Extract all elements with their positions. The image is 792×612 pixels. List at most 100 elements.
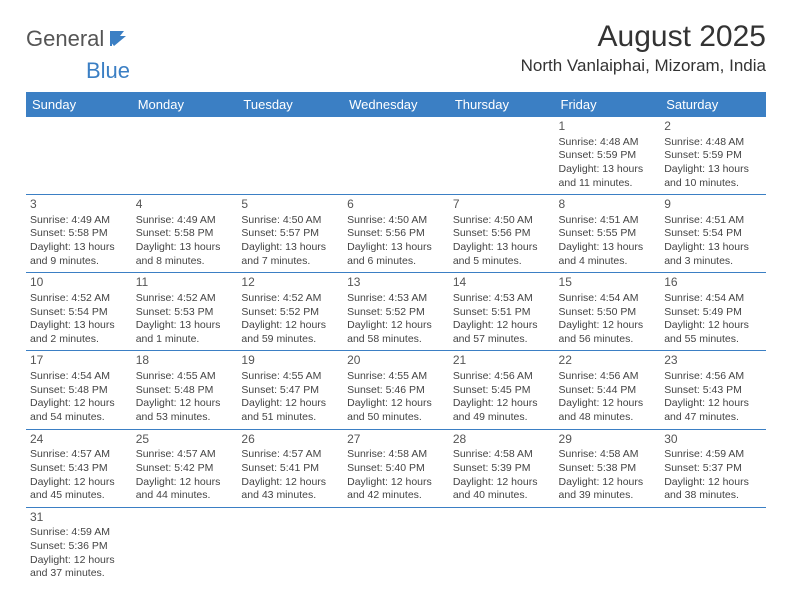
day-number: 17 <box>30 353 128 369</box>
sunrise-text: Sunrise: 4:49 AM <box>30 214 128 228</box>
sunset-text: Sunset: 5:48 PM <box>136 384 234 398</box>
sunset-text: Sunset: 5:41 PM <box>241 462 339 476</box>
calendar-cell: 20Sunrise: 4:55 AMSunset: 5:46 PMDayligh… <box>343 351 449 429</box>
calendar-cell: 17Sunrise: 4:54 AMSunset: 5:48 PMDayligh… <box>26 351 132 429</box>
calendar-cell: 12Sunrise: 4:52 AMSunset: 5:52 PMDayligh… <box>237 273 343 351</box>
sunset-text: Sunset: 5:56 PM <box>347 227 445 241</box>
calendar-cell <box>449 117 555 195</box>
daylight-text: Daylight: 12 hours and 58 minutes. <box>347 319 445 346</box>
daylight-text: Daylight: 12 hours and 38 minutes. <box>664 476 762 503</box>
sunrise-text: Sunrise: 4:53 AM <box>453 292 551 306</box>
day-number: 16 <box>664 275 762 291</box>
daylight-text: Daylight: 13 hours and 11 minutes. <box>559 163 657 190</box>
calendar-cell <box>449 507 555 585</box>
calendar-head: Sunday Monday Tuesday Wednesday Thursday… <box>26 92 766 117</box>
daylight-text: Daylight: 13 hours and 10 minutes. <box>664 163 762 190</box>
calendar-cell: 30Sunrise: 4:59 AMSunset: 5:37 PMDayligh… <box>660 429 766 507</box>
sunrise-text: Sunrise: 4:59 AM <box>30 526 128 540</box>
calendar-cell: 10Sunrise: 4:52 AMSunset: 5:54 PMDayligh… <box>26 273 132 351</box>
daylight-text: Daylight: 13 hours and 1 minute. <box>136 319 234 346</box>
sunset-text: Sunset: 5:36 PM <box>30 540 128 554</box>
sunset-text: Sunset: 5:59 PM <box>664 149 762 163</box>
daylight-text: Daylight: 13 hours and 4 minutes. <box>559 241 657 268</box>
calendar-table: Sunday Monday Tuesday Wednesday Thursday… <box>26 92 766 585</box>
sunset-text: Sunset: 5:51 PM <box>453 306 551 320</box>
calendar-cell: 7Sunrise: 4:50 AMSunset: 5:56 PMDaylight… <box>449 195 555 273</box>
sunrise-text: Sunrise: 4:57 AM <box>30 448 128 462</box>
day-number: 12 <box>241 275 339 291</box>
sunrise-text: Sunrise: 4:53 AM <box>347 292 445 306</box>
calendar-cell: 6Sunrise: 4:50 AMSunset: 5:56 PMDaylight… <box>343 195 449 273</box>
daylight-text: Daylight: 12 hours and 59 minutes. <box>241 319 339 346</box>
sunset-text: Sunset: 5:57 PM <box>241 227 339 241</box>
daylight-text: Daylight: 13 hours and 7 minutes. <box>241 241 339 268</box>
day-number: 28 <box>453 432 551 448</box>
sunrise-text: Sunrise: 4:48 AM <box>664 136 762 150</box>
day-number: 4 <box>136 197 234 213</box>
sunrise-text: Sunrise: 4:56 AM <box>453 370 551 384</box>
sunset-text: Sunset: 5:52 PM <box>347 306 445 320</box>
day-number: 21 <box>453 353 551 369</box>
calendar-cell: 13Sunrise: 4:53 AMSunset: 5:52 PMDayligh… <box>343 273 449 351</box>
daylight-text: Daylight: 13 hours and 6 minutes. <box>347 241 445 268</box>
sunset-text: Sunset: 5:37 PM <box>664 462 762 476</box>
calendar-cell <box>132 507 238 585</box>
sunrise-text: Sunrise: 4:50 AM <box>347 214 445 228</box>
daylight-text: Daylight: 13 hours and 3 minutes. <box>664 241 762 268</box>
sunrise-text: Sunrise: 4:55 AM <box>136 370 234 384</box>
sunset-text: Sunset: 5:40 PM <box>347 462 445 476</box>
sunset-text: Sunset: 5:42 PM <box>136 462 234 476</box>
day-number: 13 <box>347 275 445 291</box>
sunrise-text: Sunrise: 4:51 AM <box>559 214 657 228</box>
day-number: 18 <box>136 353 234 369</box>
daylight-text: Daylight: 12 hours and 43 minutes. <box>241 476 339 503</box>
daylight-text: Daylight: 12 hours and 57 minutes. <box>453 319 551 346</box>
daylight-text: Daylight: 13 hours and 2 minutes. <box>30 319 128 346</box>
calendar-cell <box>26 117 132 195</box>
calendar-cell: 18Sunrise: 4:55 AMSunset: 5:48 PMDayligh… <box>132 351 238 429</box>
day-header: Wednesday <box>343 92 449 117</box>
day-header: Friday <box>555 92 661 117</box>
sunrise-text: Sunrise: 4:58 AM <box>559 448 657 462</box>
calendar-cell: 11Sunrise: 4:52 AMSunset: 5:53 PMDayligh… <box>132 273 238 351</box>
day-number: 5 <box>241 197 339 213</box>
day-number: 22 <box>559 353 657 369</box>
day-number: 15 <box>559 275 657 291</box>
title-block: August 2025 North Vanlaiphai, Mizoram, I… <box>521 20 766 76</box>
sunset-text: Sunset: 5:59 PM <box>559 149 657 163</box>
day-number: 6 <box>347 197 445 213</box>
calendar-cell: 26Sunrise: 4:57 AMSunset: 5:41 PMDayligh… <box>237 429 343 507</box>
sunrise-text: Sunrise: 4:50 AM <box>241 214 339 228</box>
sunset-text: Sunset: 5:58 PM <box>30 227 128 241</box>
daylight-text: Daylight: 12 hours and 44 minutes. <box>136 476 234 503</box>
day-header: Monday <box>132 92 238 117</box>
sunset-text: Sunset: 5:47 PM <box>241 384 339 398</box>
calendar-cell: 25Sunrise: 4:57 AMSunset: 5:42 PMDayligh… <box>132 429 238 507</box>
daylight-text: Daylight: 12 hours and 51 minutes. <box>241 397 339 424</box>
calendar-cell: 8Sunrise: 4:51 AMSunset: 5:55 PMDaylight… <box>555 195 661 273</box>
sunrise-text: Sunrise: 4:55 AM <box>347 370 445 384</box>
calendar-cell: 1Sunrise: 4:48 AMSunset: 5:59 PMDaylight… <box>555 117 661 195</box>
flag-icon <box>110 28 136 51</box>
sunrise-text: Sunrise: 4:54 AM <box>30 370 128 384</box>
sunrise-text: Sunrise: 4:59 AM <box>664 448 762 462</box>
calendar-cell <box>132 117 238 195</box>
sunset-text: Sunset: 5:56 PM <box>453 227 551 241</box>
sunrise-text: Sunrise: 4:56 AM <box>559 370 657 384</box>
daylight-text: Daylight: 12 hours and 48 minutes. <box>559 397 657 424</box>
calendar-cell: 9Sunrise: 4:51 AMSunset: 5:54 PMDaylight… <box>660 195 766 273</box>
sunset-text: Sunset: 5:53 PM <box>136 306 234 320</box>
day-number: 19 <box>241 353 339 369</box>
calendar-cell: 21Sunrise: 4:56 AMSunset: 5:45 PMDayligh… <box>449 351 555 429</box>
day-number: 29 <box>559 432 657 448</box>
daylight-text: Daylight: 13 hours and 5 minutes. <box>453 241 551 268</box>
daylight-text: Daylight: 13 hours and 8 minutes. <box>136 241 234 268</box>
day-header: Thursday <box>449 92 555 117</box>
daylight-text: Daylight: 12 hours and 55 minutes. <box>664 319 762 346</box>
sunrise-text: Sunrise: 4:57 AM <box>241 448 339 462</box>
daylight-text: Daylight: 12 hours and 50 minutes. <box>347 397 445 424</box>
sunrise-text: Sunrise: 4:48 AM <box>559 136 657 150</box>
day-header: Sunday <box>26 92 132 117</box>
sunrise-text: Sunrise: 4:56 AM <box>664 370 762 384</box>
sunset-text: Sunset: 5:43 PM <box>664 384 762 398</box>
